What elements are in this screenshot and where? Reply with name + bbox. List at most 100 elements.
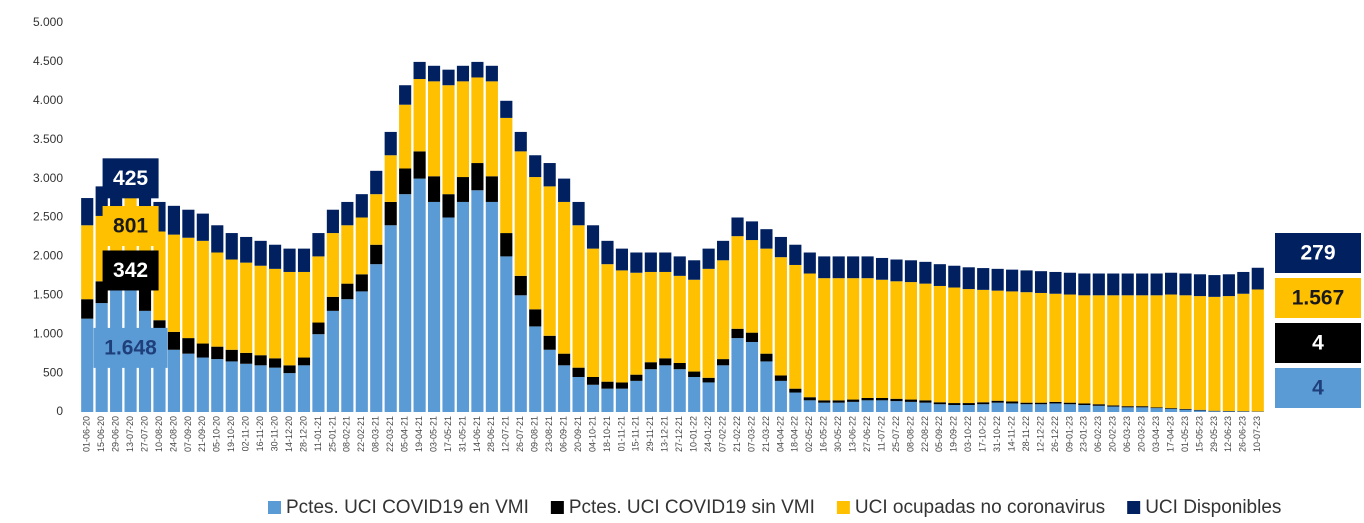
x-tick-label: 22-03-21	[385, 416, 395, 452]
bar-segment	[803, 252, 816, 274]
x-tick-label: 08-02-21	[342, 416, 352, 452]
bar-segment	[1078, 273, 1091, 296]
bar-segment	[81, 318, 94, 412]
bar-segment	[485, 81, 498, 177]
legend-label: Pctes. UCI COVID19 sin VMI	[569, 497, 815, 518]
bar-segment	[1092, 273, 1105, 296]
bar-segment	[514, 151, 527, 276]
bar-segment	[167, 331, 181, 350]
bar-segment	[847, 399, 860, 402]
bar-segment	[861, 278, 874, 398]
x-tick-label: 25-07-22	[891, 416, 901, 452]
bar-segment	[832, 402, 845, 412]
x-tick-label: 29-06-20	[111, 416, 121, 452]
bar-segment	[977, 404, 990, 412]
x-tick-label: 16-05-22	[819, 416, 829, 452]
bar-segment	[196, 240, 209, 344]
bar-segment	[1049, 271, 1062, 294]
x-tick-label: 31-05-21	[457, 416, 467, 452]
bar-segment	[1020, 292, 1033, 403]
bar-segment	[745, 221, 759, 241]
bar-segment	[211, 359, 224, 412]
bar-segment	[962, 289, 975, 404]
bar-segment	[789, 264, 802, 389]
bar-segment	[803, 400, 816, 412]
bar-segment	[1078, 403, 1091, 405]
bar-segment	[413, 61, 426, 80]
bar-segment	[81, 198, 94, 226]
bar-segment	[167, 349, 181, 412]
bar-segment	[1049, 403, 1062, 412]
bar-segment	[774, 257, 787, 376]
x-tick-label: 01-11-21	[616, 416, 626, 451]
bar-segment	[1006, 403, 1019, 412]
x-tick-label: 04-04-22	[775, 416, 785, 452]
bar-segment	[370, 170, 383, 195]
bar-segment	[1107, 405, 1120, 407]
bar-segment	[1034, 292, 1048, 403]
bar-segment	[326, 233, 339, 297]
bar-segment	[81, 225, 94, 300]
bar-segment	[240, 236, 253, 263]
bar-segment	[1179, 295, 1192, 409]
bar-segment	[688, 279, 701, 372]
bar-segment	[1121, 273, 1134, 296]
legend-swatch	[1127, 501, 1141, 514]
x-tick-label: 26-07-21	[515, 416, 525, 452]
bar-segment	[1164, 408, 1178, 412]
bar-segment	[890, 401, 903, 412]
bar-segment	[269, 358, 282, 368]
bar-segment	[297, 271, 311, 358]
bar-segment	[471, 77, 484, 164]
bar-segment	[688, 376, 701, 412]
x-tick-label: 14-12-20	[284, 416, 294, 452]
legend-swatch	[268, 501, 281, 514]
value-label: 4	[1312, 332, 1324, 355]
x-tick-label: 13-06-22	[848, 416, 858, 452]
bar-segment	[904, 282, 918, 400]
x-tick-label: 08-08-22	[905, 416, 915, 452]
x-tick-label: 03-10-22	[963, 416, 973, 452]
bar-segment	[1179, 273, 1192, 296]
x-tick-label: 04-10-21	[587, 416, 597, 452]
bar-segment	[558, 201, 571, 354]
bar-segment	[558, 353, 571, 366]
bar-segment	[1208, 411, 1221, 412]
bar-segment	[774, 380, 787, 412]
bar-segment	[1107, 295, 1120, 406]
bar-segment	[601, 388, 614, 412]
y-tick-label: 3.500	[33, 132, 63, 146]
bar-segment	[471, 61, 484, 78]
bar-segment	[760, 229, 773, 249]
x-tick-label: 29-11-21	[645, 416, 655, 451]
bar-segment	[977, 402, 990, 405]
y-tick-label: 1.000	[33, 326, 63, 340]
bar-segment	[962, 403, 975, 405]
bar-segment	[326, 209, 339, 234]
bar-segment	[875, 400, 889, 412]
x-tick-label: 15-06-20	[96, 416, 106, 452]
bar-segment	[254, 240, 267, 266]
x-tick-label: 25-01-21	[327, 416, 337, 452]
bar-segment	[717, 240, 730, 261]
bar-segment	[1150, 407, 1163, 409]
bar-segment	[1107, 406, 1120, 412]
bar-segment	[312, 334, 325, 412]
bar-segment	[1150, 273, 1163, 296]
bar-segment	[644, 362, 657, 370]
bar-segment	[355, 217, 368, 275]
x-tick-label: 05-10-20	[212, 416, 222, 452]
x-tick-label: 27-06-22	[862, 416, 872, 452]
bar-segment	[1020, 404, 1033, 412]
x-tick-label: 01-05-23	[1180, 416, 1190, 452]
bar-segment	[1063, 294, 1076, 403]
bar-segment	[500, 256, 513, 412]
bar-segment	[659, 271, 672, 359]
bar-segment	[861, 397, 874, 401]
bar-segment	[1092, 405, 1105, 412]
bar-segment	[1193, 274, 1207, 297]
x-tick-label: 24-01-22	[703, 416, 713, 452]
bar-segment	[1150, 295, 1163, 408]
bar-segment	[312, 233, 325, 257]
